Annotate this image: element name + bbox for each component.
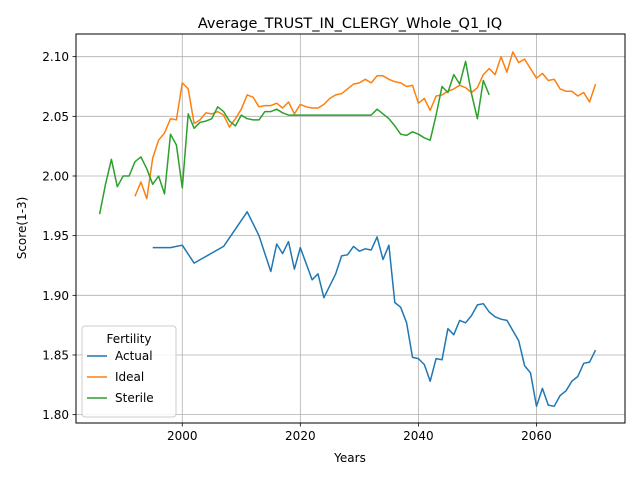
chart-title: Average_TRUST_IN_CLERGY_Whole_Q1_IQ (198, 16, 502, 32)
y-axis-label: Score(1-3) (15, 197, 29, 260)
series-lines (98, 51, 597, 408)
series-line-sterile (98, 60, 490, 215)
x-tick-label: 2060 (521, 429, 552, 443)
x-tick-label: 2020 (285, 429, 316, 443)
legend-label-ideal: Ideal (115, 370, 144, 384)
y-tick-label: 1.85 (42, 348, 69, 362)
grid (76, 34, 625, 423)
legend-label-sterile: Sterile (115, 391, 154, 405)
plot-area-frame (75, 33, 626, 424)
x-tick-label: 2000 (167, 429, 198, 443)
y-tick-label: 1.90 (42, 289, 69, 303)
y-tick-label: 2.00 (42, 169, 69, 183)
x-tick-label: 2040 (403, 429, 434, 443)
legend: Fertility Actual Ideal Sterile (81, 325, 177, 418)
y-tick-label: 1.80 (42, 408, 69, 422)
y-tick-label: 1.95 (42, 229, 69, 243)
legend-box (81, 325, 177, 418)
x-axis-label: Years (333, 451, 366, 465)
y-tick-label: 2.10 (42, 50, 69, 64)
y-tick-label: 2.05 (42, 110, 69, 124)
legend-items: Actual Ideal Sterile (87, 349, 154, 405)
axis-ticks: 2000 2020 2040 2060 1.80 1.85 1.90 1.95 2.00 2.05… (42, 50, 551, 443)
legend-title: Fertility (106, 332, 151, 346)
legend-label-actual: Actual (115, 349, 153, 363)
series-line-ideal (134, 51, 597, 200)
series-line-actual (152, 211, 597, 408)
